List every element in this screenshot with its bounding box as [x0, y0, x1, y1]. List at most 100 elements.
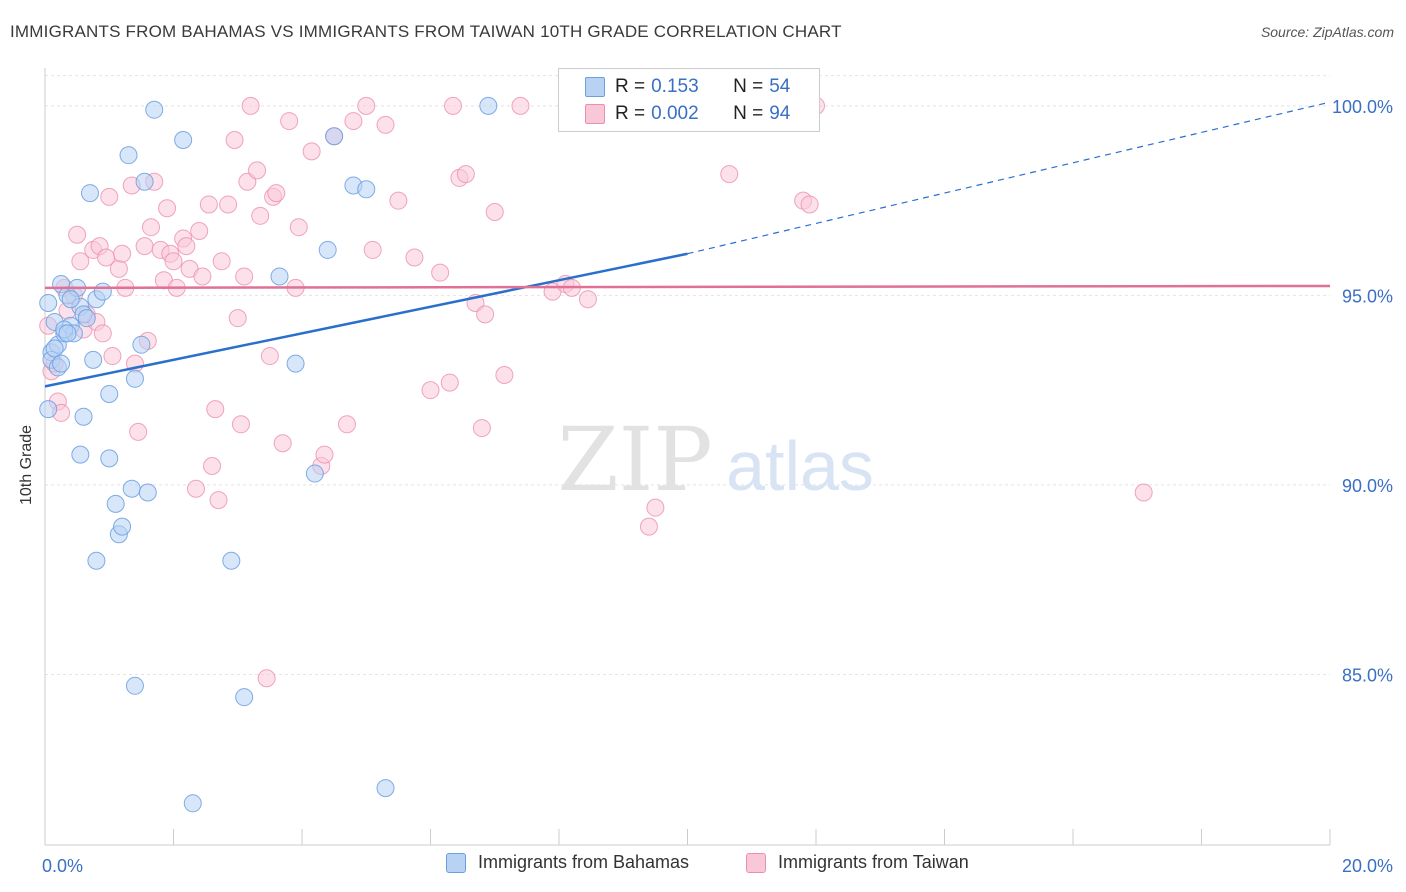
point-taiwan: [476, 305, 495, 324]
point-taiwan: [231, 415, 250, 434]
point-bahamas: [100, 449, 119, 468]
point-bahamas: [135, 172, 154, 191]
point-taiwan: [100, 187, 119, 206]
point-taiwan: [421, 381, 440, 400]
legend-r-label: R =: [615, 103, 646, 124]
point-taiwan: [212, 252, 231, 271]
point-taiwan: [248, 161, 267, 180]
axes: [44, 68, 1331, 846]
x-tick-label: 20.0%: [1342, 856, 1393, 876]
point-taiwan: [71, 252, 90, 271]
point-taiwan: [219, 195, 238, 214]
bottom-legend-label-taiwan: Immigrants from Taiwan: [778, 852, 969, 872]
legend-n-label: N =: [733, 103, 764, 124]
series-taiwan: [39, 96, 1153, 688]
point-bahamas: [87, 551, 106, 570]
point-bahamas: [125, 369, 144, 388]
legend-swatch-taiwan: [585, 104, 605, 124]
point-bahamas: [80, 184, 99, 203]
bottom-legend-bahamas: Immigrants from Bahamas: [446, 852, 689, 873]
point-taiwan: [241, 96, 260, 115]
point-taiwan: [720, 165, 739, 184]
point-bahamas: [376, 779, 395, 798]
legend-n-value: 54: [769, 76, 791, 97]
point-bahamas: [479, 96, 498, 115]
legend-n-value: 94: [769, 103, 791, 124]
y-tick-label: 95.0%: [1342, 286, 1393, 306]
bottom-legend-label-bahamas: Immigrants from Bahamas: [478, 852, 690, 872]
chart-source: Source: ZipAtlas.com: [1260, 24, 1394, 40]
legend-r-label: R =: [615, 76, 646, 97]
point-bahamas: [145, 100, 164, 119]
point-taiwan: [206, 400, 225, 419]
tick-labels: 85.0% 90.0% 95.0% 100.0% 0.0% 20.0%: [42, 97, 1393, 876]
point-taiwan: [164, 252, 183, 271]
point-taiwan: [646, 498, 665, 517]
point-taiwan: [289, 218, 308, 237]
y-tick-label: 90.0%: [1342, 476, 1393, 496]
point-taiwan: [376, 115, 395, 134]
point-bahamas: [122, 479, 141, 498]
point-bahamas: [174, 131, 193, 150]
bottom-legend-swatch-bahamas: [446, 852, 466, 873]
point-taiwan: [257, 669, 276, 688]
trend-line-bahamas: [44, 252, 688, 388]
point-bahamas: [58, 324, 77, 343]
point-taiwan: [472, 419, 491, 438]
point-taiwan: [109, 259, 128, 278]
point-taiwan: [228, 309, 247, 328]
point-taiwan: [273, 434, 292, 453]
point-bahamas: [74, 407, 93, 426]
bottom-legend-swatch-taiwan: [746, 852, 766, 873]
legend-row-bahamas: R = 0.153 N = 54: [585, 76, 790, 98]
point-taiwan: [456, 165, 475, 184]
point-taiwan: [344, 112, 363, 131]
y-tick-label: 85.0%: [1342, 665, 1393, 685]
point-bahamas: [61, 290, 80, 309]
point-taiwan: [142, 218, 161, 237]
point-bahamas: [183, 794, 202, 813]
point-bahamas: [125, 676, 144, 695]
point-taiwan: [315, 445, 334, 464]
point-bahamas: [325, 127, 344, 146]
point-taiwan: [103, 347, 122, 366]
point-taiwan: [485, 203, 504, 222]
legend-n-label: N =: [733, 76, 764, 97]
legend-swatch-bahamas: [585, 77, 605, 97]
point-taiwan: [280, 112, 299, 131]
point-bahamas: [113, 517, 132, 536]
point-bahamas: [77, 309, 96, 328]
point-taiwan: [260, 347, 279, 366]
point-taiwan: [113, 244, 132, 263]
point-taiwan: [235, 267, 254, 286]
point-bahamas: [222, 551, 241, 570]
point-taiwan: [443, 96, 462, 115]
point-taiwan: [639, 517, 658, 536]
point-bahamas: [357, 180, 376, 199]
point-taiwan: [302, 142, 321, 161]
trend-line-bahamas-extension: [687, 101, 1331, 255]
watermark-atlas: atlas: [726, 427, 874, 505]
point-bahamas: [305, 464, 324, 483]
trend-line-taiwan: [44, 284, 1331, 290]
point-taiwan: [511, 96, 530, 115]
point-taiwan: [190, 221, 209, 240]
point-taiwan: [578, 290, 597, 309]
point-bahamas: [45, 339, 64, 358]
y-axis-label: 10th Grade: [18, 424, 35, 505]
point-bahamas: [286, 354, 305, 373]
y-tick-label: 100.0%: [1332, 97, 1393, 117]
point-taiwan: [495, 366, 514, 385]
grid-lines: [45, 75, 1330, 675]
stats-legend: R = 0.153 N = 54 R = 0.002 N = 94: [558, 68, 820, 132]
watermark-zip: ZIP: [557, 408, 712, 511]
legend-r-value: 0.002: [651, 103, 699, 124]
point-taiwan: [800, 195, 819, 214]
legend-r-value: 0.153: [651, 76, 699, 97]
point-taiwan: [135, 237, 154, 256]
point-taiwan: [357, 96, 376, 115]
point-taiwan: [1134, 483, 1153, 502]
legend-row-taiwan: R = 0.002 N = 94: [585, 103, 790, 125]
point-taiwan: [209, 491, 228, 510]
point-bahamas: [132, 335, 151, 354]
